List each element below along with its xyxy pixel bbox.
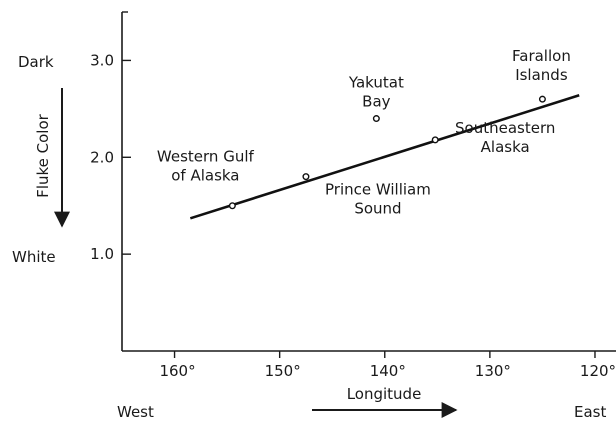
- x-tick-label: 150°: [265, 362, 301, 380]
- data-point: [372, 115, 380, 123]
- point-label: of Alaska: [171, 167, 239, 185]
- x-tick-label: 140°: [370, 362, 406, 380]
- data-points: [228, 95, 546, 210]
- x-tick-label: 130°: [475, 362, 511, 380]
- y-tick-label: 3.0: [90, 51, 114, 69]
- x-left-label: West: [117, 403, 154, 421]
- y-axis-ticks: 1.0 2.0 3.0: [90, 11, 131, 263]
- y-bottom-label: White: [12, 248, 56, 266]
- x-axis-ticks: 160° 150° 140° 130° 120°: [159, 351, 616, 380]
- point-label: Prince William: [325, 181, 431, 199]
- data-point: [302, 173, 310, 181]
- x-axis-title: Longitude: [347, 385, 422, 403]
- x-right-label: East: [574, 403, 606, 421]
- y-axis-title: Fluke Color: [34, 113, 52, 197]
- x-tick-label: 160°: [159, 362, 195, 380]
- x-tick-label: 120°: [580, 362, 616, 380]
- point-label: Yakutat: [348, 74, 404, 92]
- data-point: [538, 95, 546, 103]
- data-point: [431, 136, 439, 144]
- y-tick-label: 1.0: [90, 245, 114, 263]
- y-tick-label: 2.0: [90, 148, 114, 166]
- point-label: Islands: [515, 66, 568, 84]
- point-label: Alaska: [481, 138, 530, 156]
- point-label: Sound: [354, 200, 401, 218]
- y-top-label: Dark: [18, 53, 54, 71]
- point-label: Southeastern: [455, 119, 555, 137]
- point-label: Bay: [362, 93, 390, 111]
- data-point: [228, 202, 236, 210]
- point-label: Western Gulf: [157, 148, 255, 166]
- point-label: Farallon: [512, 47, 571, 65]
- regression-line: [189, 94, 580, 220]
